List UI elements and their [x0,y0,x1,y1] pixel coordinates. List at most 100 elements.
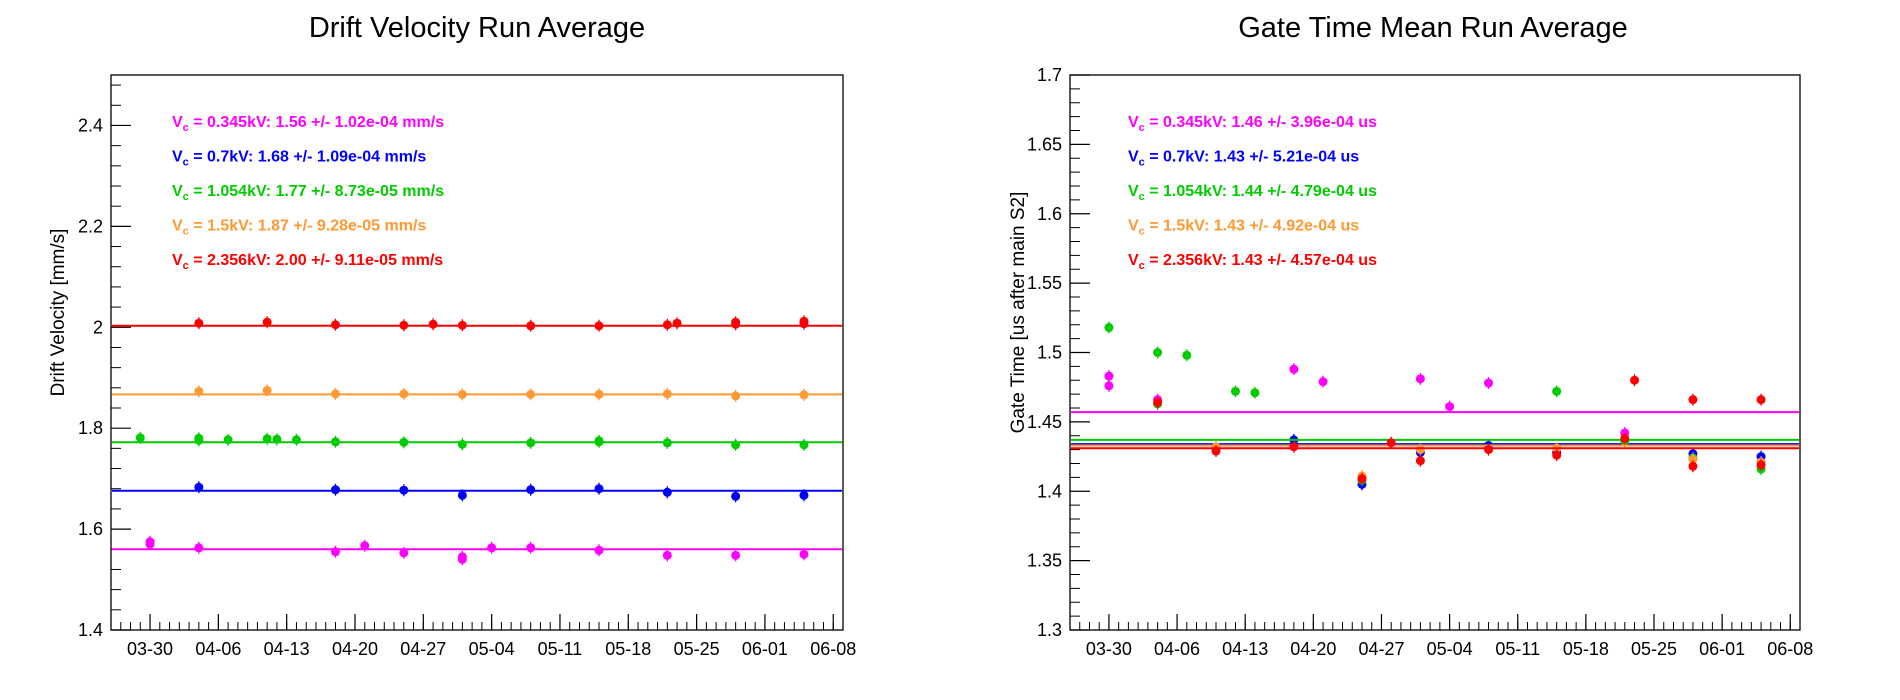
data-point-series-4 [1289,442,1299,452]
x-tick-label: 05-11 [538,639,583,659]
data-point-series-4 [330,320,340,330]
x-tick-label: 05-18 [1563,639,1609,659]
data-point-series-4 [399,320,409,330]
data-point-series-3 [1688,454,1698,464]
data-point-series-2 [1104,323,1114,333]
y-tick-label: 1.35 [1027,551,1062,571]
chart-title: Gate Time Mean Run Average [1238,12,1628,44]
y-tick-label: 1.65 [1027,134,1062,154]
y-axis-label: Gate Time [us after main S2] [1008,192,1029,434]
x-tick-label: 05-04 [1427,639,1473,659]
data-point-series-0 [594,545,604,555]
data-point-series-0 [731,550,741,560]
legend-subscript: c [183,226,189,238]
legend-voltage-symbol: V [1128,149,1139,166]
x-tick-label: 04-06 [195,639,241,659]
data-point-series-4 [262,317,272,327]
legend-subscript: c [1139,226,1145,238]
legend-entry-series-2: Vc = 1.054kV: 1.77 +/- 8.73e-05 mm/s [172,183,444,203]
data-point-series-4 [1620,434,1630,444]
data-point-series-3 [194,386,204,396]
data-point-series-4 [1484,445,1494,455]
data-point-series-3 [594,389,604,399]
data-point-series-4 [194,318,204,328]
data-point-series-0 [1415,374,1425,384]
legend-subscript: c [183,260,189,272]
data-point-series-0 [1289,364,1299,374]
data-point-series-2 [731,440,741,450]
data-point-series-0 [1104,381,1114,391]
y-tick-label: 1.6 [1037,204,1062,224]
y-tick-label: 1.55 [1027,273,1062,293]
legend-entry-series-1: Vc = 0.7kV: 1.43 +/- 5.21e-04 us [1128,149,1359,169]
data-point-series-2 [194,435,204,445]
data-point-series-4 [1688,395,1698,405]
data-point-series-1 [526,485,536,495]
data-point-series-0 [526,543,536,553]
data-point-series-4 [1630,375,1640,385]
data-point-series-1 [731,491,741,501]
x-tick-label: 05-04 [469,639,515,659]
x-tick-label: 06-08 [810,639,856,659]
plot-frame [110,74,844,631]
data-point-series-2 [399,437,409,447]
x-tick-label: 06-01 [1699,639,1745,659]
data-point-series-0 [330,547,340,557]
y-tick-label: 1.45 [1027,412,1062,432]
data-point-series-0 [457,554,467,564]
data-point-series-1 [399,485,409,495]
legend-voltage-symbol: V [1128,114,1139,131]
legend-entry-series-0: Vc = 0.345kV: 1.56 +/- 1.02e-04 mm/s [172,114,444,134]
x-tick-label: 05-18 [605,639,651,659]
legend-subscript: c [1139,122,1145,134]
data-point-series-1 [194,482,204,492]
y-tick-label: 1.8 [78,418,103,438]
legend-text: = 0.345kV: 1.46 +/- 3.96e-04 us [1145,114,1377,131]
legend-subscript: c [1139,191,1145,203]
x-tick-label: 04-13 [264,639,310,659]
legend-text: = 0.7kV: 1.43 +/- 5.21e-04 us [1145,149,1359,166]
x-tick-label: 04-20 [332,639,378,659]
data-point-series-0 [487,543,497,553]
data-point-series-4 [1756,460,1766,470]
data-point-series-2 [662,438,672,448]
drift-velocity-chart: Drift Velocity Run Average Drift Velocity… [48,12,856,659]
y-tick-label: 1.6 [78,519,103,539]
data-point-series-2 [291,435,301,445]
y-tick-label: 2 [93,317,103,337]
legend-voltage-symbol: V [1128,183,1139,200]
data-point-series-0 [799,549,809,559]
data-point-series-4 [1552,450,1562,460]
data-point-series-2 [799,440,809,450]
legend-entry-series-1: Vc = 0.7kV: 1.68 +/- 1.09e-04 mm/s [172,149,426,169]
legend-subscript: c [183,191,189,203]
x-tick-label: 05-11 [1495,639,1540,659]
x-tick-label: 05-25 [1631,639,1677,659]
data-point-series-4 [1688,461,1698,471]
data-point-series-0 [194,543,204,553]
data-point-series-0 [360,541,370,551]
y-tick-label: 1.4 [1037,481,1062,501]
data-point-series-2 [1250,388,1260,398]
data-point-series-4 [1357,474,1367,484]
data-point-series-3 [731,391,741,401]
legend-voltage-symbol: V [172,149,183,166]
data-point-series-2 [1552,386,1562,396]
x-tick-label: 04-13 [1222,639,1268,659]
legend-entry-series-0: Vc = 0.345kV: 1.46 +/- 3.96e-04 us [1128,114,1377,134]
data-point-series-1 [457,490,467,500]
data-point-series-0 [1445,402,1455,412]
x-tick-label: 03-30 [127,639,173,659]
legend-subscript: c [183,157,189,169]
data-point-series-0 [399,548,409,558]
data-point-series-2 [1153,348,1163,357]
data-point-series-4 [799,319,809,329]
data-point-series-4 [428,319,438,329]
data-point-series-3 [1415,445,1425,455]
data-point-series-3 [399,389,409,399]
data-point-series-4 [1415,456,1425,466]
x-tick-label: 06-08 [1767,639,1813,659]
data-point-series-0 [662,550,672,560]
data-point-series-2 [457,439,467,449]
